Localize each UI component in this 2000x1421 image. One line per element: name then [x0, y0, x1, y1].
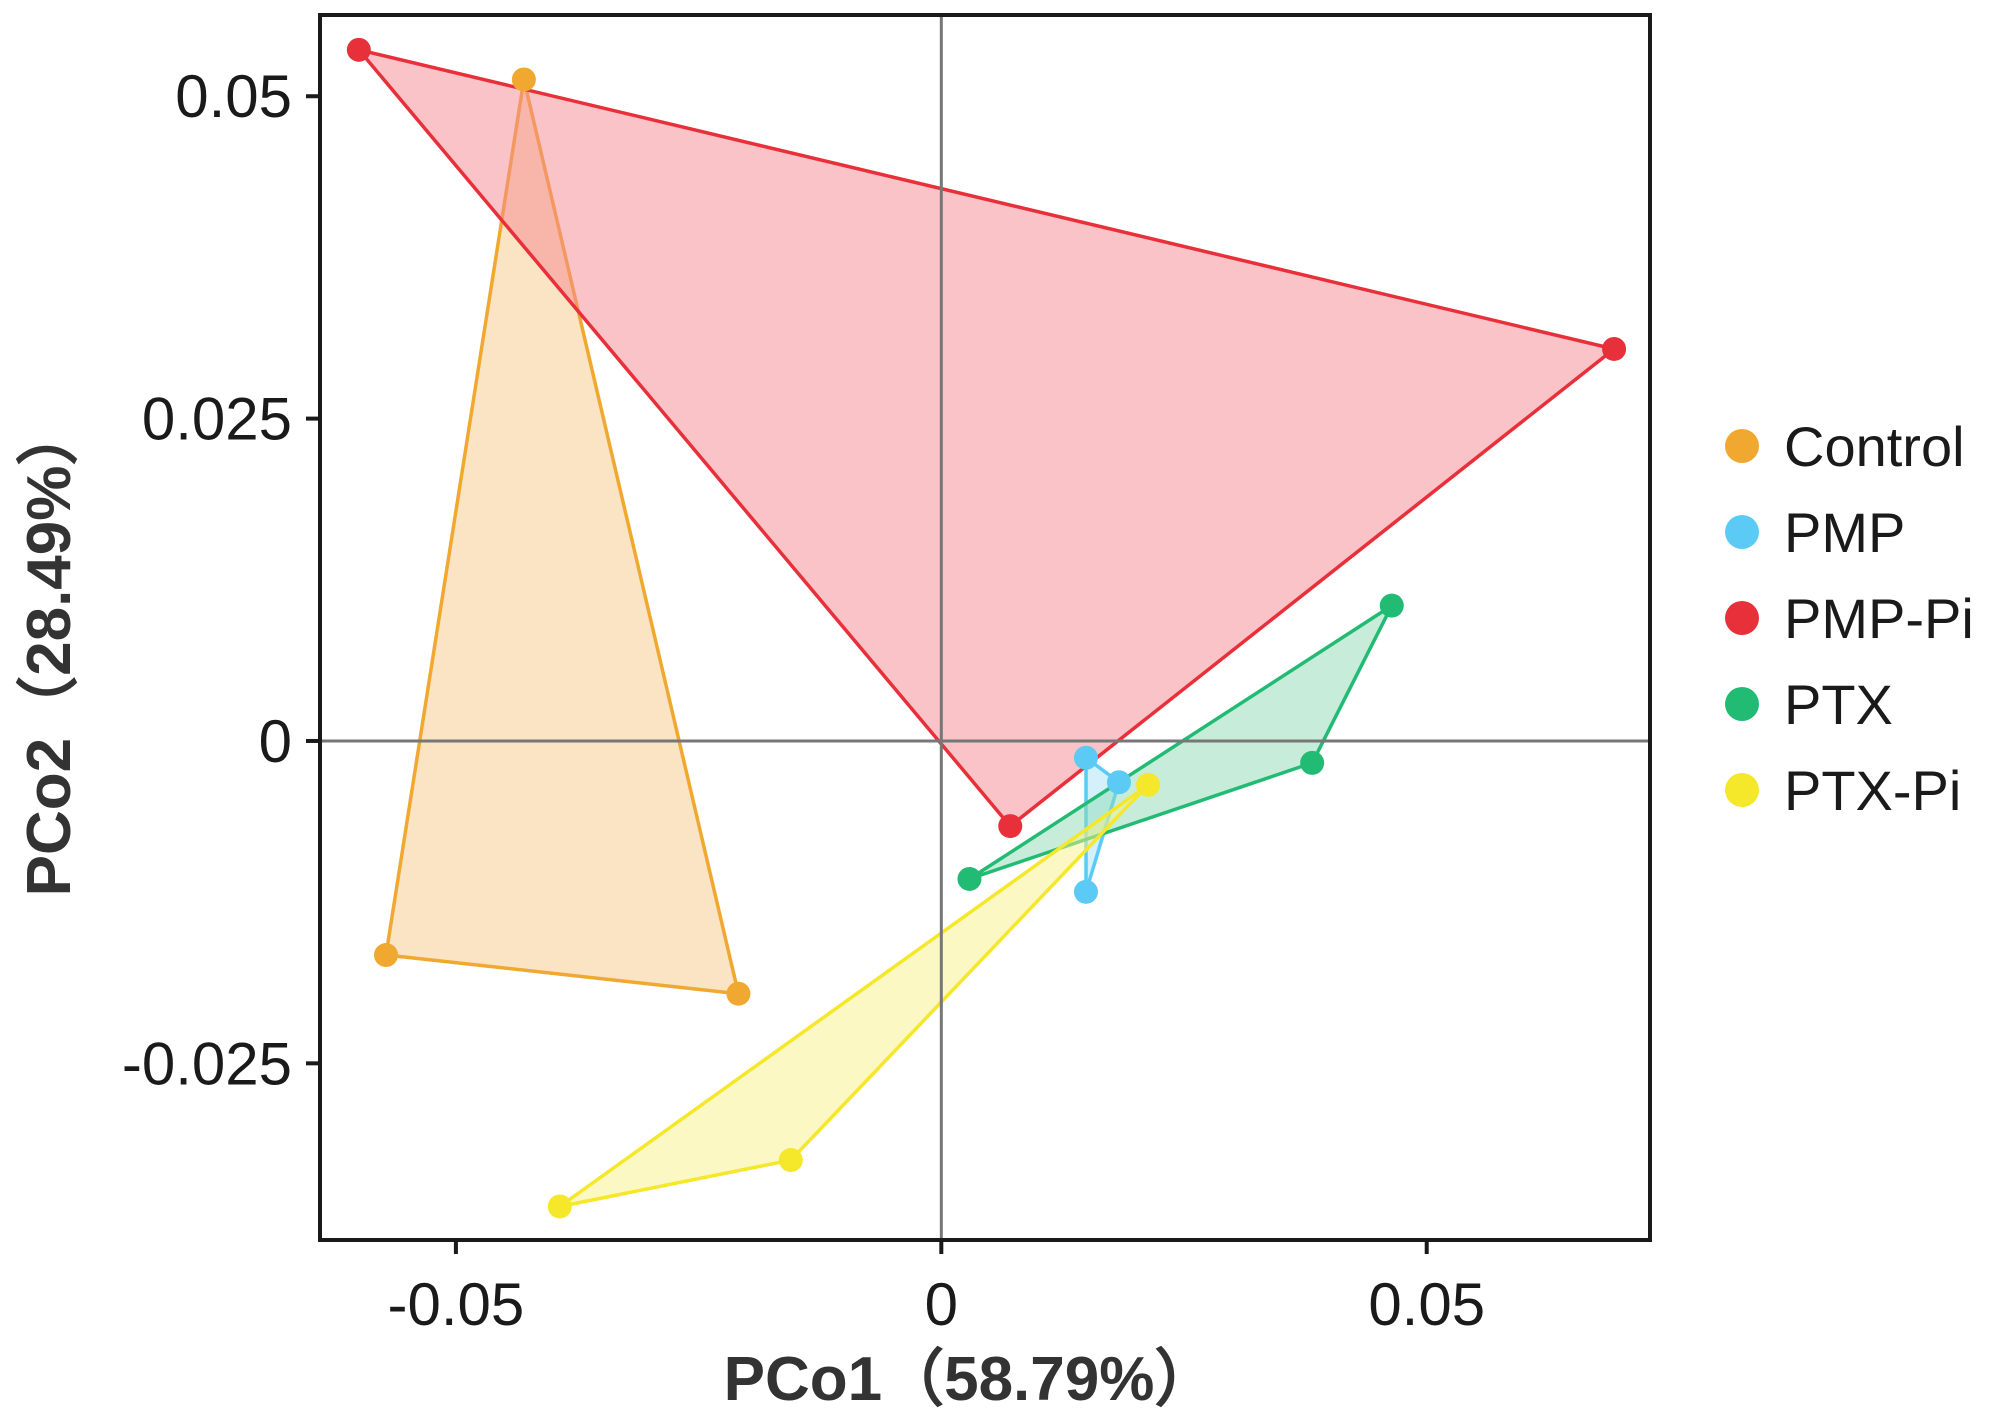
point-pmp-3 — [1073, 879, 1098, 904]
point-pmp-2 — [1106, 770, 1131, 795]
hull-control — [384, 77, 741, 996]
legend-swatch-ptx-pi — [1725, 773, 1759, 807]
plot-frame — [318, 13, 1652, 1242]
x-axis-title: PCo1（58.79%） — [724, 1344, 1217, 1414]
legend-label-pmp-pi: PMP-Pi — [1784, 587, 1974, 650]
y-tick-label: 0 — [259, 708, 292, 775]
legend-label-control: Control — [1784, 415, 1965, 478]
hull-ptx-pi — [558, 783, 1150, 1209]
point-control-1 — [511, 67, 536, 92]
point-ptx-pi-2 — [778, 1148, 803, 1173]
point-pmp-1 — [1073, 745, 1098, 770]
point-ptx-2 — [1300, 750, 1325, 775]
legend-swatch-pmp — [1725, 515, 1759, 549]
axis-ticks: -0.05 0 0.05 -0.025 0 0.025 0.05 — [122, 63, 1485, 1338]
point-ptx-3 — [957, 866, 982, 891]
x-tick-label: -0.05 — [388, 1271, 525, 1338]
legend-label-ptx: PTX — [1784, 673, 1893, 736]
point-ptx-pi-3 — [547, 1194, 572, 1219]
y-tick-label: 0.05 — [175, 63, 292, 130]
point-pmp-pi-1 — [346, 37, 371, 62]
x-tick-label: 0 — [925, 1271, 958, 1338]
point-pmp-pi-2 — [1602, 336, 1627, 361]
point-control-3 — [726, 981, 751, 1006]
legend-swatch-control — [1725, 429, 1759, 463]
legend-label-pmp: PMP — [1784, 501, 1905, 564]
legend-swatch-pmp-pi — [1725, 601, 1759, 635]
point-ptx-1 — [1379, 593, 1404, 618]
y-tick-label: -0.025 — [122, 1030, 292, 1097]
reference-lines — [320, 15, 1650, 1240]
legend-swatch-ptx — [1725, 687, 1759, 721]
x-tick-label: 0.05 — [1368, 1271, 1485, 1338]
legend-label-ptx-pi: PTX-Pi — [1784, 759, 1961, 822]
y-axis-title: PCo2（28.49%） — [14, 404, 84, 897]
point-pmp-pi-3 — [998, 814, 1023, 839]
hull-pmp-pi — [357, 48, 1616, 828]
point-ptx-pi-1 — [1136, 772, 1161, 797]
hull-layer — [357, 48, 1616, 1209]
legend: Control PMP PMP-Pi PTX PTX-Pi — [1725, 415, 1974, 822]
point-layer — [346, 37, 1627, 1219]
point-control-2 — [374, 943, 399, 968]
y-tick-label: 0.025 — [142, 386, 292, 453]
